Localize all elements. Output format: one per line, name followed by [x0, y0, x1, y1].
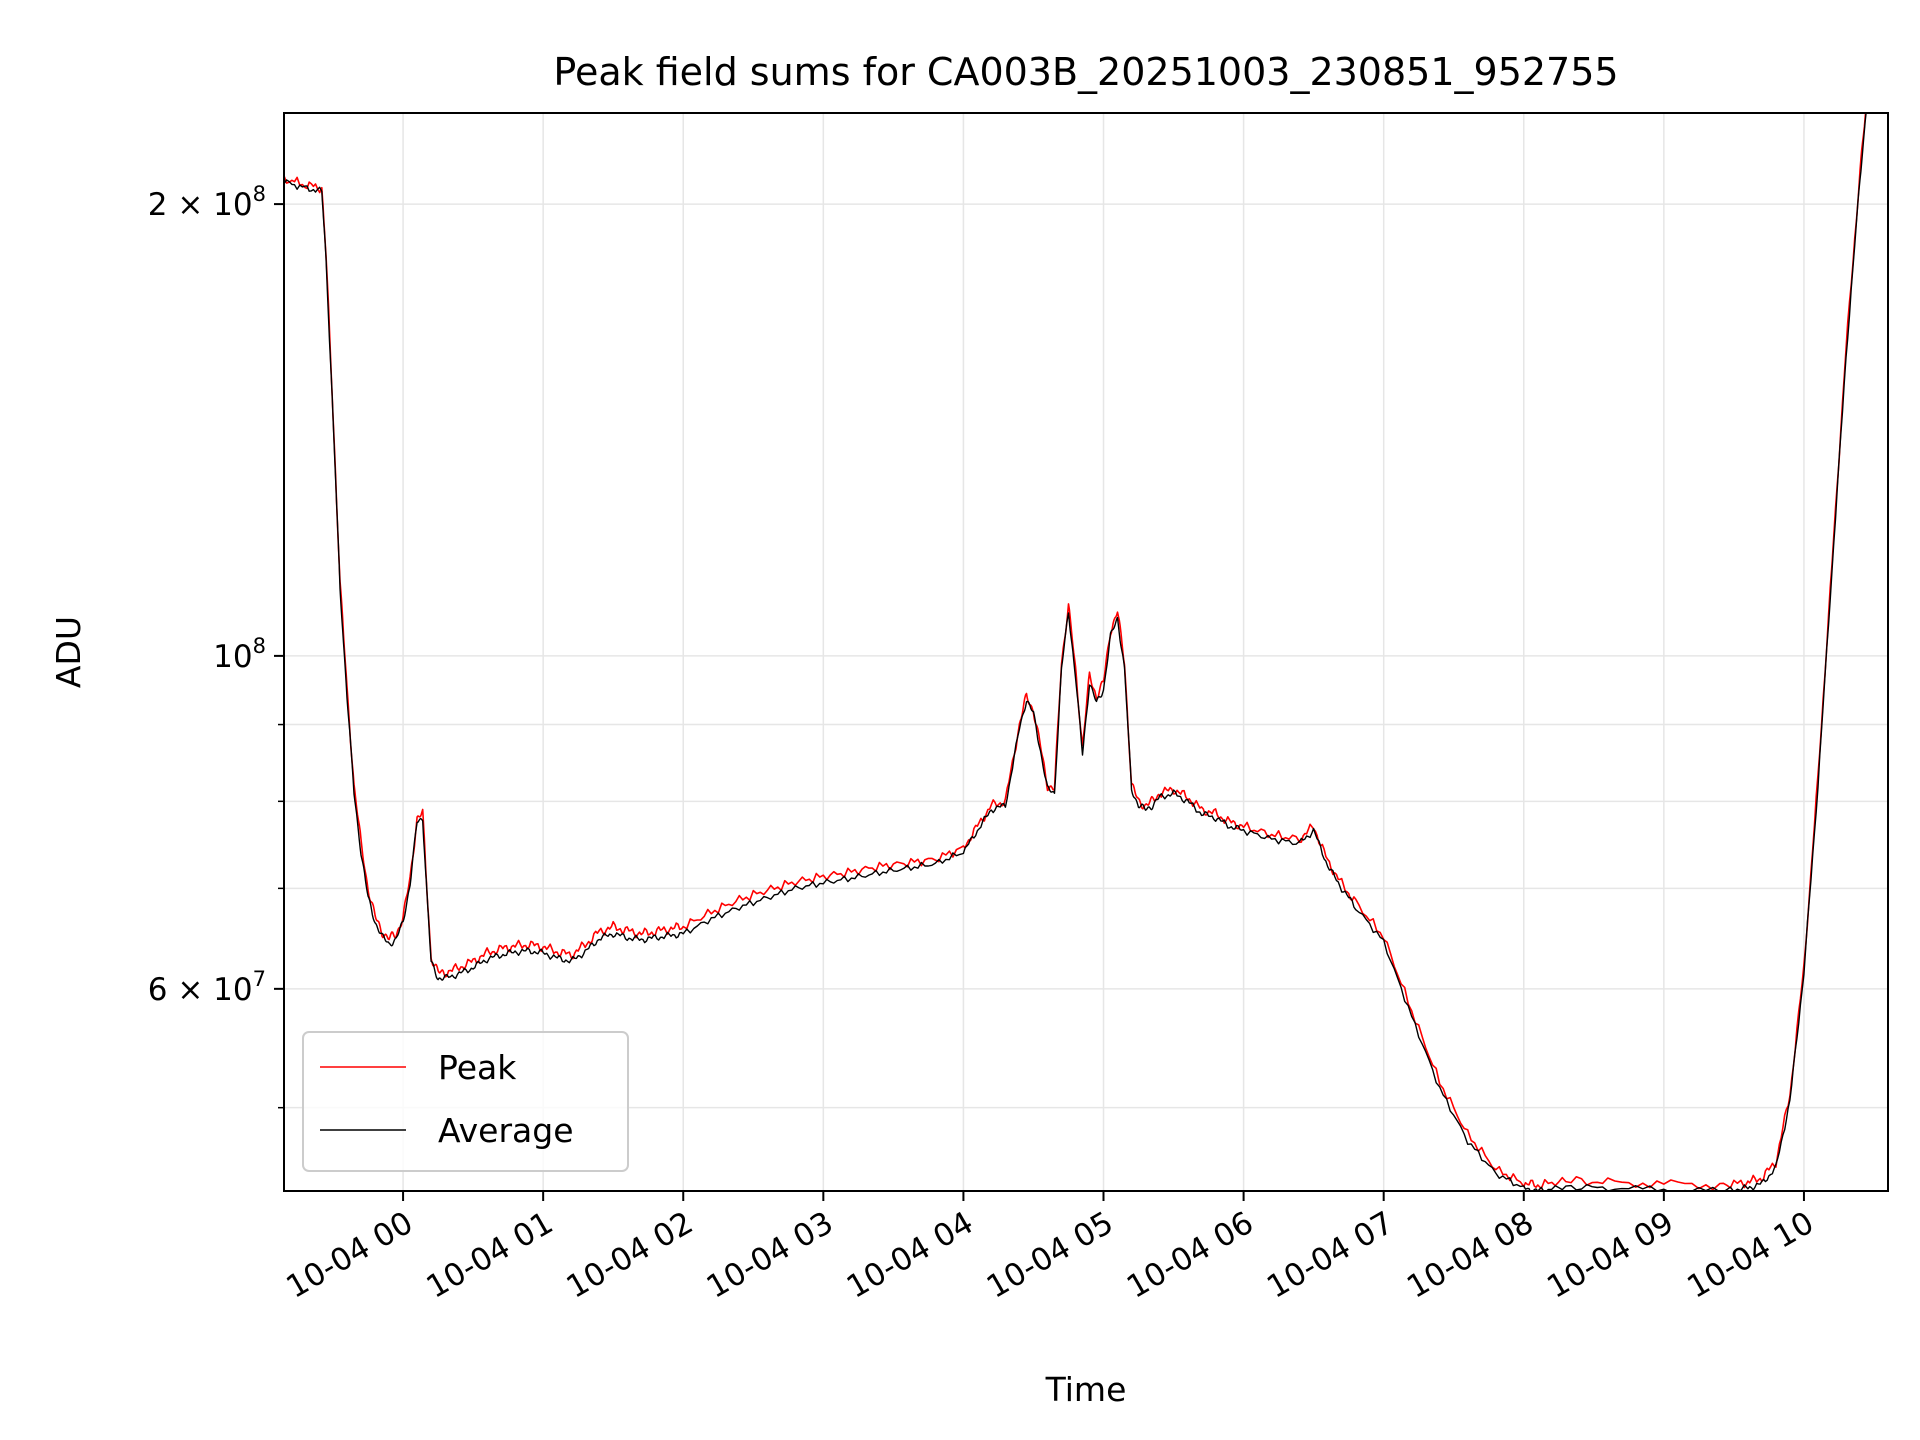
x-tick-label: 10-04 09 [1541, 1205, 1680, 1306]
x-axis-title: Time [1045, 1370, 1127, 1409]
y-tick-base: 2 × 10 [148, 187, 253, 223]
x-tick-label: 10-04 06 [1121, 1205, 1260, 1306]
series-line-peak [284, 113, 1867, 1191]
x-tick-label: 10-04 04 [841, 1205, 980, 1306]
y-tick-base: 10 [213, 639, 252, 675]
chart-title: Peak field sums for CA003B_20251003_2308… [553, 50, 1618, 94]
x-tick-label: 10-04 02 [561, 1205, 700, 1306]
x-tick-label: 10-04 08 [1401, 1205, 1540, 1306]
x-tick-label: 10-04 07 [1261, 1205, 1400, 1306]
plot-frame [283, 112, 1889, 1192]
x-tick-label: 10-04 10 [1681, 1205, 1820, 1306]
y-axis-title: ADU [49, 616, 88, 688]
x-tick-label: 10-04 00 [280, 1205, 419, 1306]
series-line-average [284, 113, 1867, 1191]
x-axis: 10-04 00 10-04 01 10-04 02 10-04 03 10-04 04… [280, 1191, 1820, 1306]
x-tick-label: 10-04 03 [701, 1205, 840, 1306]
series-layer [284, 113, 1867, 1191]
y-tick-label: 108 [213, 634, 266, 675]
x-tick-label: 10-04 01 [420, 1205, 559, 1306]
x-tick-label: 10-04 05 [981, 1205, 1120, 1306]
legend: Peak Average [302, 1031, 629, 1172]
y-tick-base: 6 × 10 [148, 972, 253, 1008]
y-tick-exponent: 8 [253, 634, 266, 658]
y-tick-label: 6 × 107 [148, 967, 266, 1008]
y-tick-label: 2 × 108 [148, 182, 266, 223]
legend-label-average: Average [438, 1111, 574, 1150]
legend-label-peak: Peak [438, 1048, 517, 1087]
grid [284, 113, 1888, 1191]
y-tick-exponent: 8 [253, 182, 266, 206]
y-tick-exponent: 7 [253, 967, 266, 991]
